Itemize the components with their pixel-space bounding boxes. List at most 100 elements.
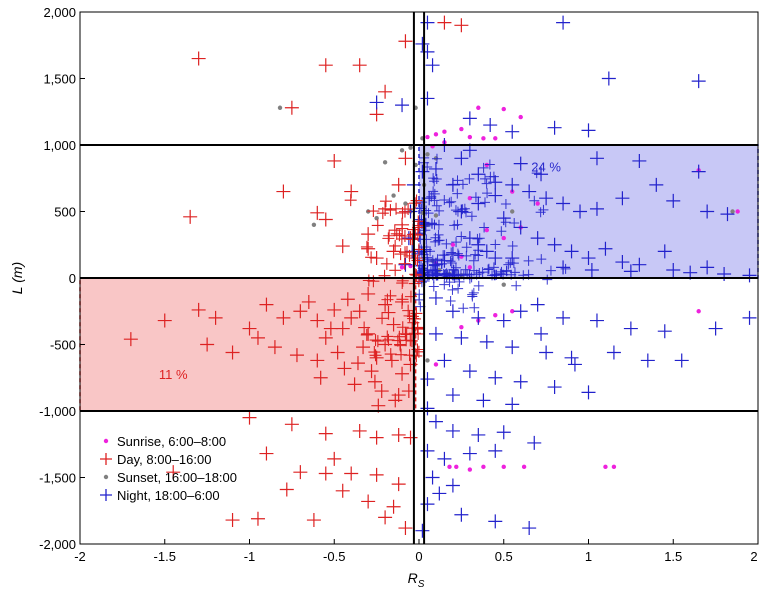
point (414, 289, 425, 300)
point (446, 196, 457, 207)
point (556, 310, 571, 325)
point (457, 179, 468, 190)
point (730, 209, 735, 214)
point (632, 153, 647, 168)
point (468, 287, 479, 298)
point (371, 219, 384, 232)
point (674, 353, 689, 368)
point (344, 194, 357, 207)
point (488, 188, 503, 203)
point (250, 330, 265, 345)
legend-marker (103, 474, 109, 480)
point (445, 423, 460, 438)
region-label-1: 11 % (159, 367, 188, 382)
point (441, 238, 452, 249)
point (649, 177, 664, 192)
point (436, 258, 447, 269)
point (479, 334, 494, 349)
point (293, 304, 308, 319)
point (437, 353, 452, 368)
y-tick-label: -500 (50, 338, 76, 353)
point (461, 242, 472, 253)
point (301, 294, 316, 309)
point (464, 173, 475, 184)
point (742, 310, 757, 325)
point (420, 401, 435, 416)
point (496, 211, 511, 226)
annotations-layer: 24 % 11 % (159, 160, 561, 382)
point (522, 184, 537, 199)
point (488, 175, 503, 190)
point (403, 201, 408, 206)
point (510, 309, 515, 314)
point (327, 451, 342, 466)
y-axis-title: L (m) (9, 262, 25, 294)
point (428, 281, 439, 292)
point (640, 353, 655, 368)
point (389, 239, 402, 252)
point (529, 195, 540, 206)
point (403, 430, 418, 445)
point (398, 257, 411, 270)
point (527, 435, 542, 450)
point (425, 58, 440, 73)
point (378, 510, 393, 525)
point (368, 346, 381, 359)
point (394, 248, 407, 261)
point (306, 513, 321, 528)
point (470, 192, 481, 203)
point (632, 257, 647, 272)
point (560, 263, 571, 274)
point (398, 229, 411, 242)
point (367, 374, 382, 389)
x-tick-label: -2 (74, 549, 86, 564)
point (420, 372, 435, 387)
point (581, 123, 596, 138)
point (473, 245, 484, 256)
point (390, 227, 403, 240)
point (451, 237, 462, 248)
point (318, 426, 333, 441)
legend-marker (100, 489, 112, 501)
point (358, 321, 371, 334)
point (480, 173, 491, 184)
point (409, 197, 422, 210)
point (505, 124, 520, 139)
point (483, 263, 494, 274)
point (567, 357, 582, 372)
point (483, 264, 494, 275)
point (479, 197, 490, 208)
point (428, 414, 443, 429)
point (376, 312, 389, 325)
point (344, 466, 359, 481)
legend-label: Night, 18:00–6:00 (117, 488, 220, 503)
point (399, 148, 405, 153)
point (293, 465, 308, 480)
point (378, 269, 391, 282)
point (460, 264, 471, 275)
point (606, 345, 621, 360)
x-tick-label: -1 (244, 549, 256, 564)
point (444, 197, 455, 208)
point (476, 393, 491, 408)
point (361, 286, 376, 301)
point (547, 120, 562, 135)
point (371, 335, 384, 348)
point (399, 265, 405, 270)
point (420, 15, 435, 30)
point (410, 269, 423, 282)
point (391, 477, 406, 492)
point (547, 380, 562, 395)
point (327, 153, 342, 168)
x-axis-title-main: R (408, 570, 418, 586)
point (166, 465, 181, 480)
point (279, 482, 294, 497)
x-tick-label: -0.5 (323, 549, 345, 564)
point (433, 362, 439, 367)
point (369, 430, 384, 445)
point (531, 168, 542, 179)
point (518, 114, 523, 120)
point (445, 296, 456, 307)
point (469, 302, 480, 313)
